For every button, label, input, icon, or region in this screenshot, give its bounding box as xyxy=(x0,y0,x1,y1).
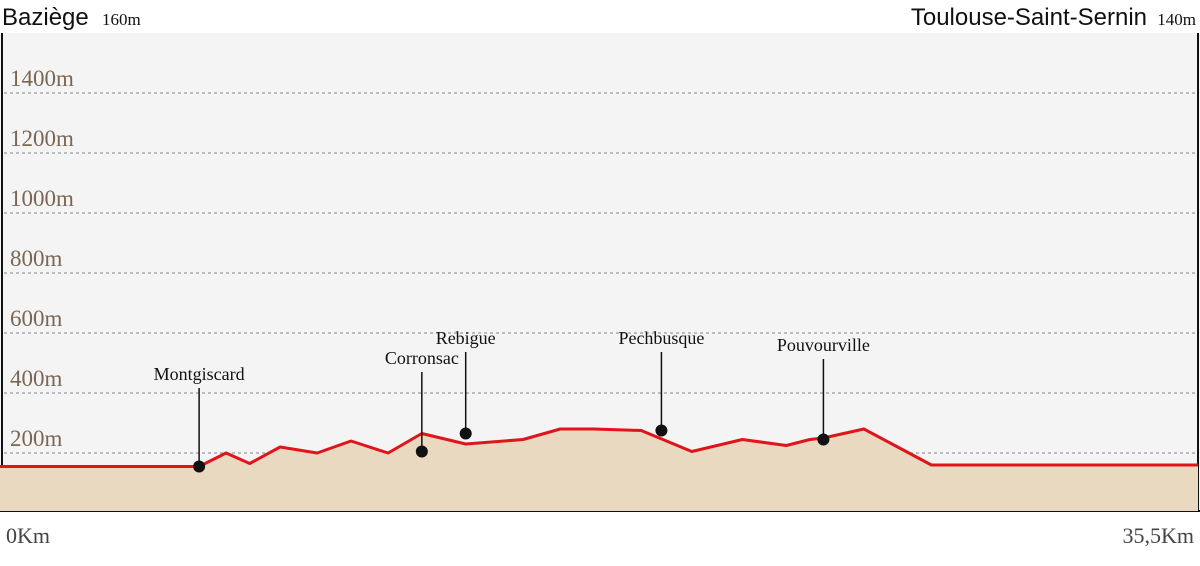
elevation-area xyxy=(0,429,1198,511)
x-end-label: 35,5Km xyxy=(1123,523,1195,548)
end-altitude: 140m xyxy=(1157,10,1196,29)
y-tick-label: 600m xyxy=(10,306,63,331)
waypoint-marker xyxy=(655,424,668,437)
y-tick-label: 1000m xyxy=(10,186,74,211)
waypoint-marker xyxy=(817,433,830,446)
start-altitude: 160m xyxy=(102,10,141,29)
y-tick-label: 800m xyxy=(10,246,63,271)
y-tick-labels: 200m 400m 600m 800m 1000m 1200m 1400m xyxy=(10,66,74,451)
end-name: Toulouse-Saint-Sernin xyxy=(911,4,1147,31)
waypoint-marker xyxy=(415,445,428,458)
y-tick-label: 200m xyxy=(10,426,63,451)
y-tick-label: 1400m xyxy=(10,66,74,91)
waypoint-label: Corronsac xyxy=(385,348,459,368)
x-start-label: 0Km xyxy=(6,523,50,548)
waypoint-marker xyxy=(193,460,206,473)
y-tick-label: 1200m xyxy=(10,126,74,151)
waypoint-marker xyxy=(459,427,472,440)
y-tick-label: 400m xyxy=(10,366,63,391)
waypoint-label: Pouvourville xyxy=(777,335,870,355)
waypoint-label: Montgiscard xyxy=(154,364,245,384)
start-name: Baziège xyxy=(2,4,89,31)
waypoint-label: Rebigue xyxy=(436,328,496,348)
elevation-line xyxy=(0,427,1198,468)
waypoint-label: Pechbusque xyxy=(618,328,704,348)
